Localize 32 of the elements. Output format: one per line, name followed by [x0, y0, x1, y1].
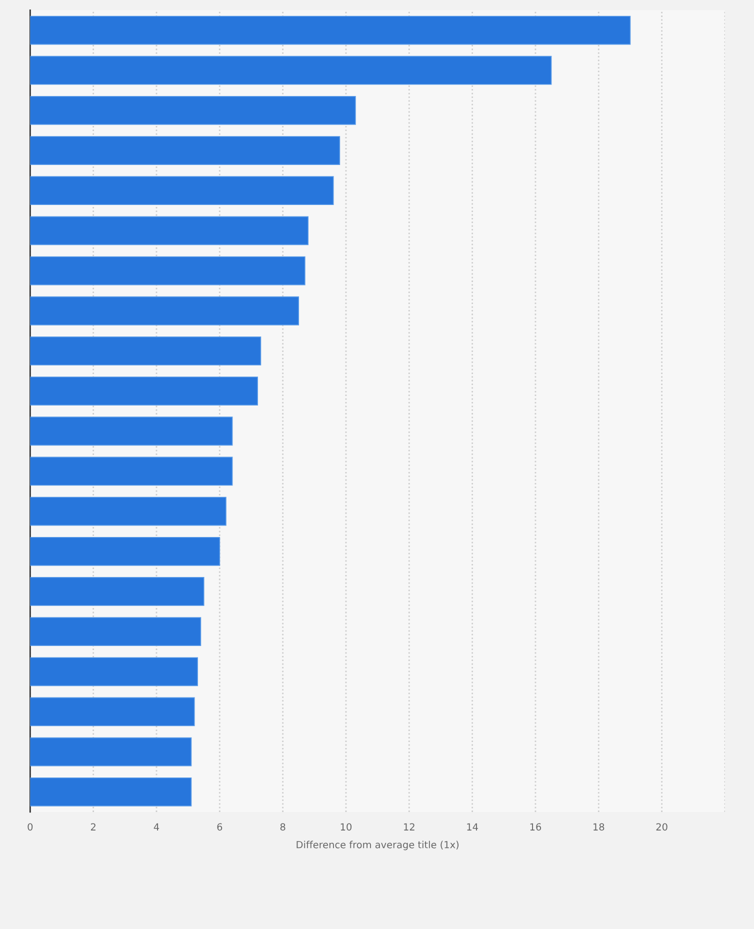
x-tick-label: 18 [594, 823, 604, 831]
x-tick-label: 14 [467, 823, 478, 830]
bar [30, 536, 220, 566]
bar [30, 256, 306, 286]
bar [30, 456, 233, 486]
bar [30, 216, 309, 246]
bar [30, 176, 334, 206]
x-tick-label: 12 [404, 823, 414, 830]
bar [30, 336, 262, 366]
bar [30, 136, 340, 165]
x-tick-label: 20 [656, 823, 668, 831]
x-tick-label: 6 [217, 823, 222, 831]
bar [30, 376, 258, 406]
bar [30, 737, 192, 766]
x-axis-title: Difference from average title (1x) [296, 840, 459, 850]
bar [30, 496, 226, 526]
bar [30, 56, 552, 85]
x-tick-label: 10 [340, 823, 352, 831]
bar [30, 617, 202, 646]
bar [30, 416, 233, 446]
x-tick-label: 8 [280, 823, 286, 831]
bar [30, 296, 300, 326]
bar [30, 96, 356, 125]
x-tick-label: 0 [28, 823, 33, 831]
bar [30, 657, 198, 686]
bar [30, 777, 192, 806]
bar [30, 16, 631, 45]
bar [30, 577, 204, 606]
x-tick-label: 4 [154, 823, 160, 830]
x-tick-label: 16 [530, 823, 542, 831]
bar [30, 697, 195, 726]
x-tick-label: 2 [90, 823, 96, 830]
